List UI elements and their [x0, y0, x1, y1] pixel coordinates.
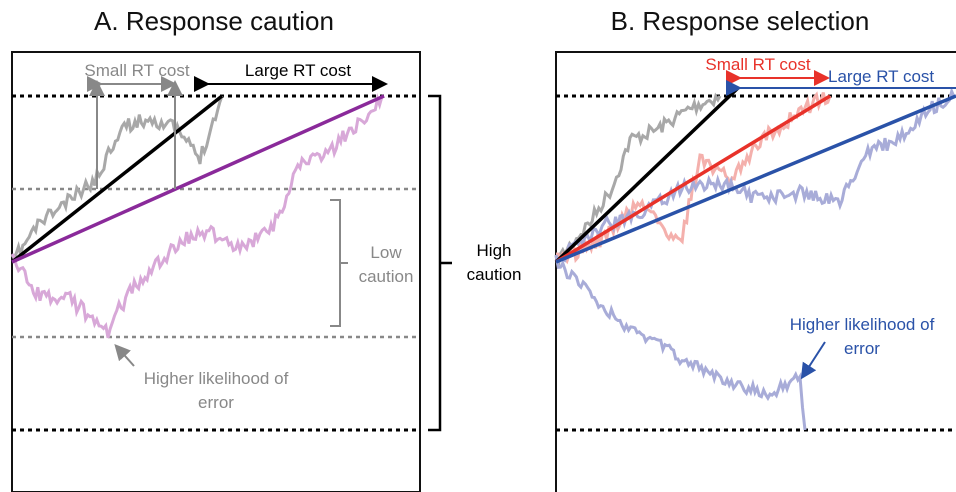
panel-a-low-caution-line2: caution [359, 267, 414, 286]
high-caution-bracket [428, 94, 452, 432]
panel-a-error-arrow [114, 344, 135, 367]
panel-b-strong-drift-line [554, 86, 740, 264]
panel-b-strong-drift-trace [554, 92, 722, 266]
panel-b-error-line1: Higher likelihood of [790, 315, 935, 334]
panel-b-weak-drift-line [555, 94, 956, 264]
panel-b-frame [555, 51, 956, 492]
panel-b-title: B. Response selection [611, 6, 870, 36]
panel-a-frame [11, 51, 421, 492]
high-caution-line2: caution [467, 265, 522, 284]
panel-a-large-rt-label: Large RT cost [245, 61, 351, 80]
panel-a-low-caution-line1: Low [370, 243, 402, 262]
high-caution-line1: High [477, 241, 512, 260]
panel-b-large-rt-label: Large RT cost [828, 67, 934, 86]
panel-a-error-line1: Higher likelihood of [144, 369, 289, 388]
panel-a-low-caution-trace [10, 95, 224, 262]
panel-a-small-rt-label: Small RT cost [84, 61, 189, 80]
panel-b-error-line2: error [844, 339, 880, 358]
panel-a-low-caution-bracket [330, 199, 348, 327]
panel-b-error-arrow [800, 341, 826, 380]
panel-b-error-trace [554, 255, 807, 431]
panel-b-medium-drift-line [555, 94, 831, 264]
panel-b-small-rt-label: Small RT cost [705, 55, 810, 74]
panel-b-weak-drift-trace [554, 86, 956, 267]
panel-a-error-line2: error [198, 393, 234, 412]
panel-a-title: A. Response caution [94, 6, 334, 36]
panel-a-high-caution-trace [10, 93, 385, 339]
panel-a-fast-drift-line [10, 94, 224, 264]
panel-a-slow-drift-line [11, 94, 385, 264]
